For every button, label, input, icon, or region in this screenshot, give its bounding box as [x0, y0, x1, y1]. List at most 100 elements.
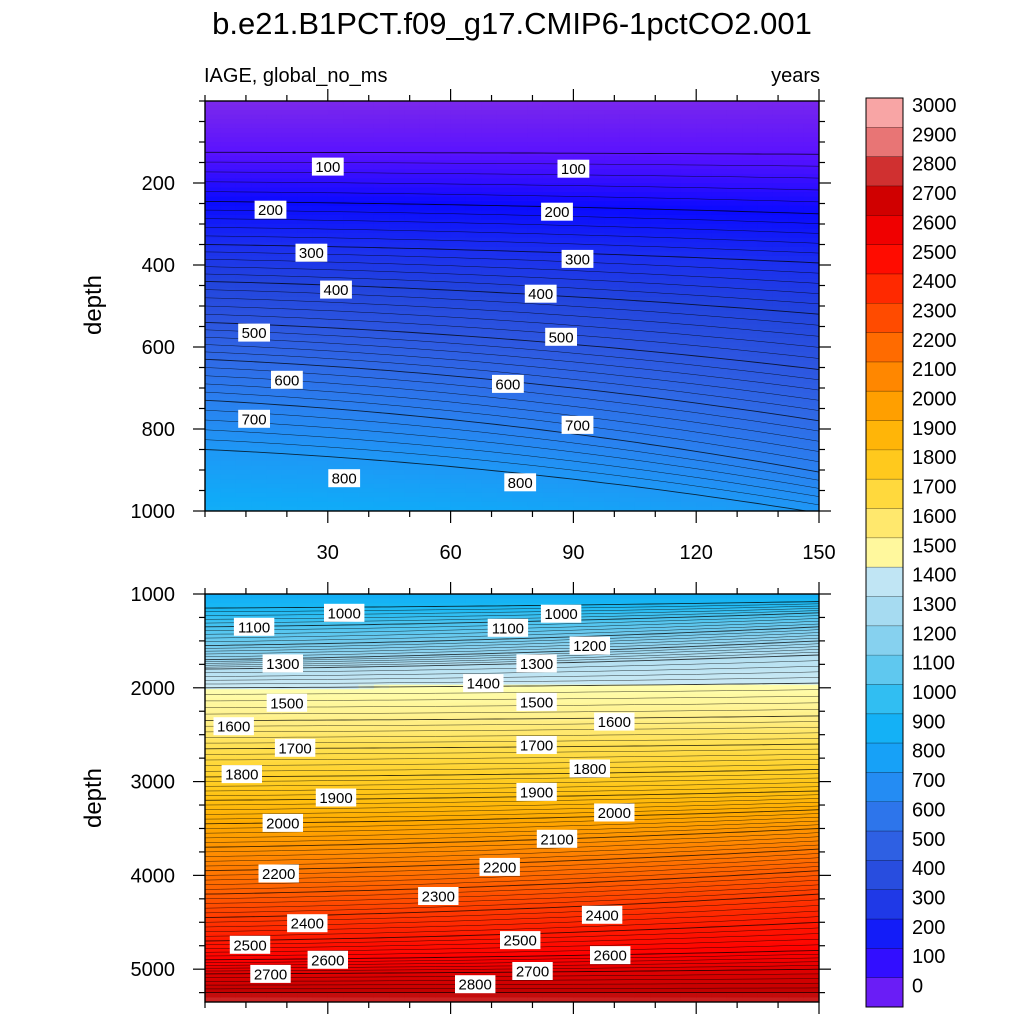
color-cell	[389, 415, 406, 421]
color-cell	[619, 351, 636, 357]
color-cell	[435, 378, 452, 385]
color-cell	[343, 251, 360, 257]
color-cell	[343, 743, 360, 749]
color-cell	[404, 870, 421, 876]
color-cell	[297, 415, 314, 421]
color-cell	[358, 456, 375, 462]
color-cell	[235, 465, 252, 471]
color-cell	[558, 442, 574, 448]
color-cell	[373, 337, 390, 344]
contour-minor-line	[205, 171, 819, 179]
color-cell	[542, 465, 559, 471]
color-cell	[358, 369, 375, 375]
color-cell	[680, 451, 697, 457]
color-cell	[205, 160, 221, 166]
color-cell	[772, 119, 789, 125]
color-cell	[465, 214, 482, 221]
color-cell	[327, 752, 344, 758]
color-cell	[803, 296, 819, 303]
color-cell	[757, 155, 774, 161]
color-cell	[373, 192, 390, 198]
color-cell	[404, 684, 421, 690]
color-cell	[481, 196, 498, 202]
color-cell	[312, 146, 329, 152]
color-cell	[742, 492, 759, 498]
color-cell	[404, 748, 421, 754]
color-cell	[235, 178, 252, 184]
color-cell	[588, 101, 605, 107]
color-cell	[650, 160, 667, 166]
color-cell	[757, 460, 774, 467]
color-cell	[343, 205, 360, 211]
color-cell	[450, 456, 467, 462]
color-cell	[634, 283, 651, 289]
color-cell	[327, 988, 344, 994]
color-cell	[542, 228, 559, 234]
color-cell	[220, 406, 237, 412]
color-cell	[588, 219, 605, 225]
color-cell	[235, 829, 252, 835]
color-cell	[235, 110, 252, 116]
color-cell	[419, 110, 436, 116]
color-cell	[220, 497, 237, 503]
color-cell	[788, 451, 805, 457]
color-cell	[788, 228, 805, 234]
color-cell	[711, 301, 728, 307]
color-cell	[742, 351, 759, 357]
color-cell	[343, 820, 360, 826]
color-cell	[542, 415, 559, 421]
color-cell	[465, 196, 482, 202]
color-cell	[512, 497, 528, 503]
color-cell	[527, 246, 544, 252]
color-cell	[251, 442, 267, 448]
color-cell	[235, 861, 252, 867]
color-cell	[312, 365, 329, 371]
color-cell	[465, 132, 482, 139]
color-cell	[343, 438, 360, 444]
color-cell	[527, 369, 544, 375]
color-cell	[343, 594, 360, 600]
color-cell	[266, 128, 283, 134]
color-cell	[373, 424, 390, 430]
color-cell	[389, 438, 406, 444]
color-cell	[512, 451, 528, 457]
color-cell	[435, 287, 452, 293]
color-cell	[373, 146, 390, 152]
color-cell	[312, 506, 329, 511]
color-cell	[772, 205, 789, 211]
color-cell	[327, 938, 344, 944]
color-cell	[373, 397, 390, 403]
color-cell	[220, 178, 237, 184]
color-cell	[220, 283, 237, 289]
color-cell	[327, 137, 344, 143]
color-cell	[404, 802, 421, 808]
color-cell	[527, 351, 544, 357]
color-cell	[266, 680, 283, 686]
color-cell	[665, 160, 682, 166]
color-cell	[281, 465, 298, 471]
color-cell	[742, 419, 759, 426]
color-cell	[281, 630, 298, 636]
color-cell	[281, 720, 298, 727]
color-cell	[419, 287, 436, 293]
color-cell	[220, 296, 237, 303]
color-cell	[343, 333, 360, 339]
color-cell	[251, 488, 267, 494]
color-cell	[588, 410, 605, 416]
color-cell	[266, 934, 283, 940]
color-cell	[450, 501, 467, 508]
color-cell	[465, 251, 482, 257]
color-cell	[619, 365, 636, 371]
color-cell	[389, 929, 406, 935]
color-cell	[696, 296, 713, 303]
color-cell	[419, 233, 436, 239]
color-cell	[266, 451, 283, 457]
color-cell	[343, 983, 360, 989]
color-cell	[435, 132, 452, 139]
color-cell	[512, 296, 528, 303]
color-cell	[772, 183, 789, 189]
color-cell	[573, 101, 590, 107]
contour-minor-line	[205, 383, 819, 452]
color-cell	[389, 429, 406, 435]
color-cell	[481, 424, 498, 430]
